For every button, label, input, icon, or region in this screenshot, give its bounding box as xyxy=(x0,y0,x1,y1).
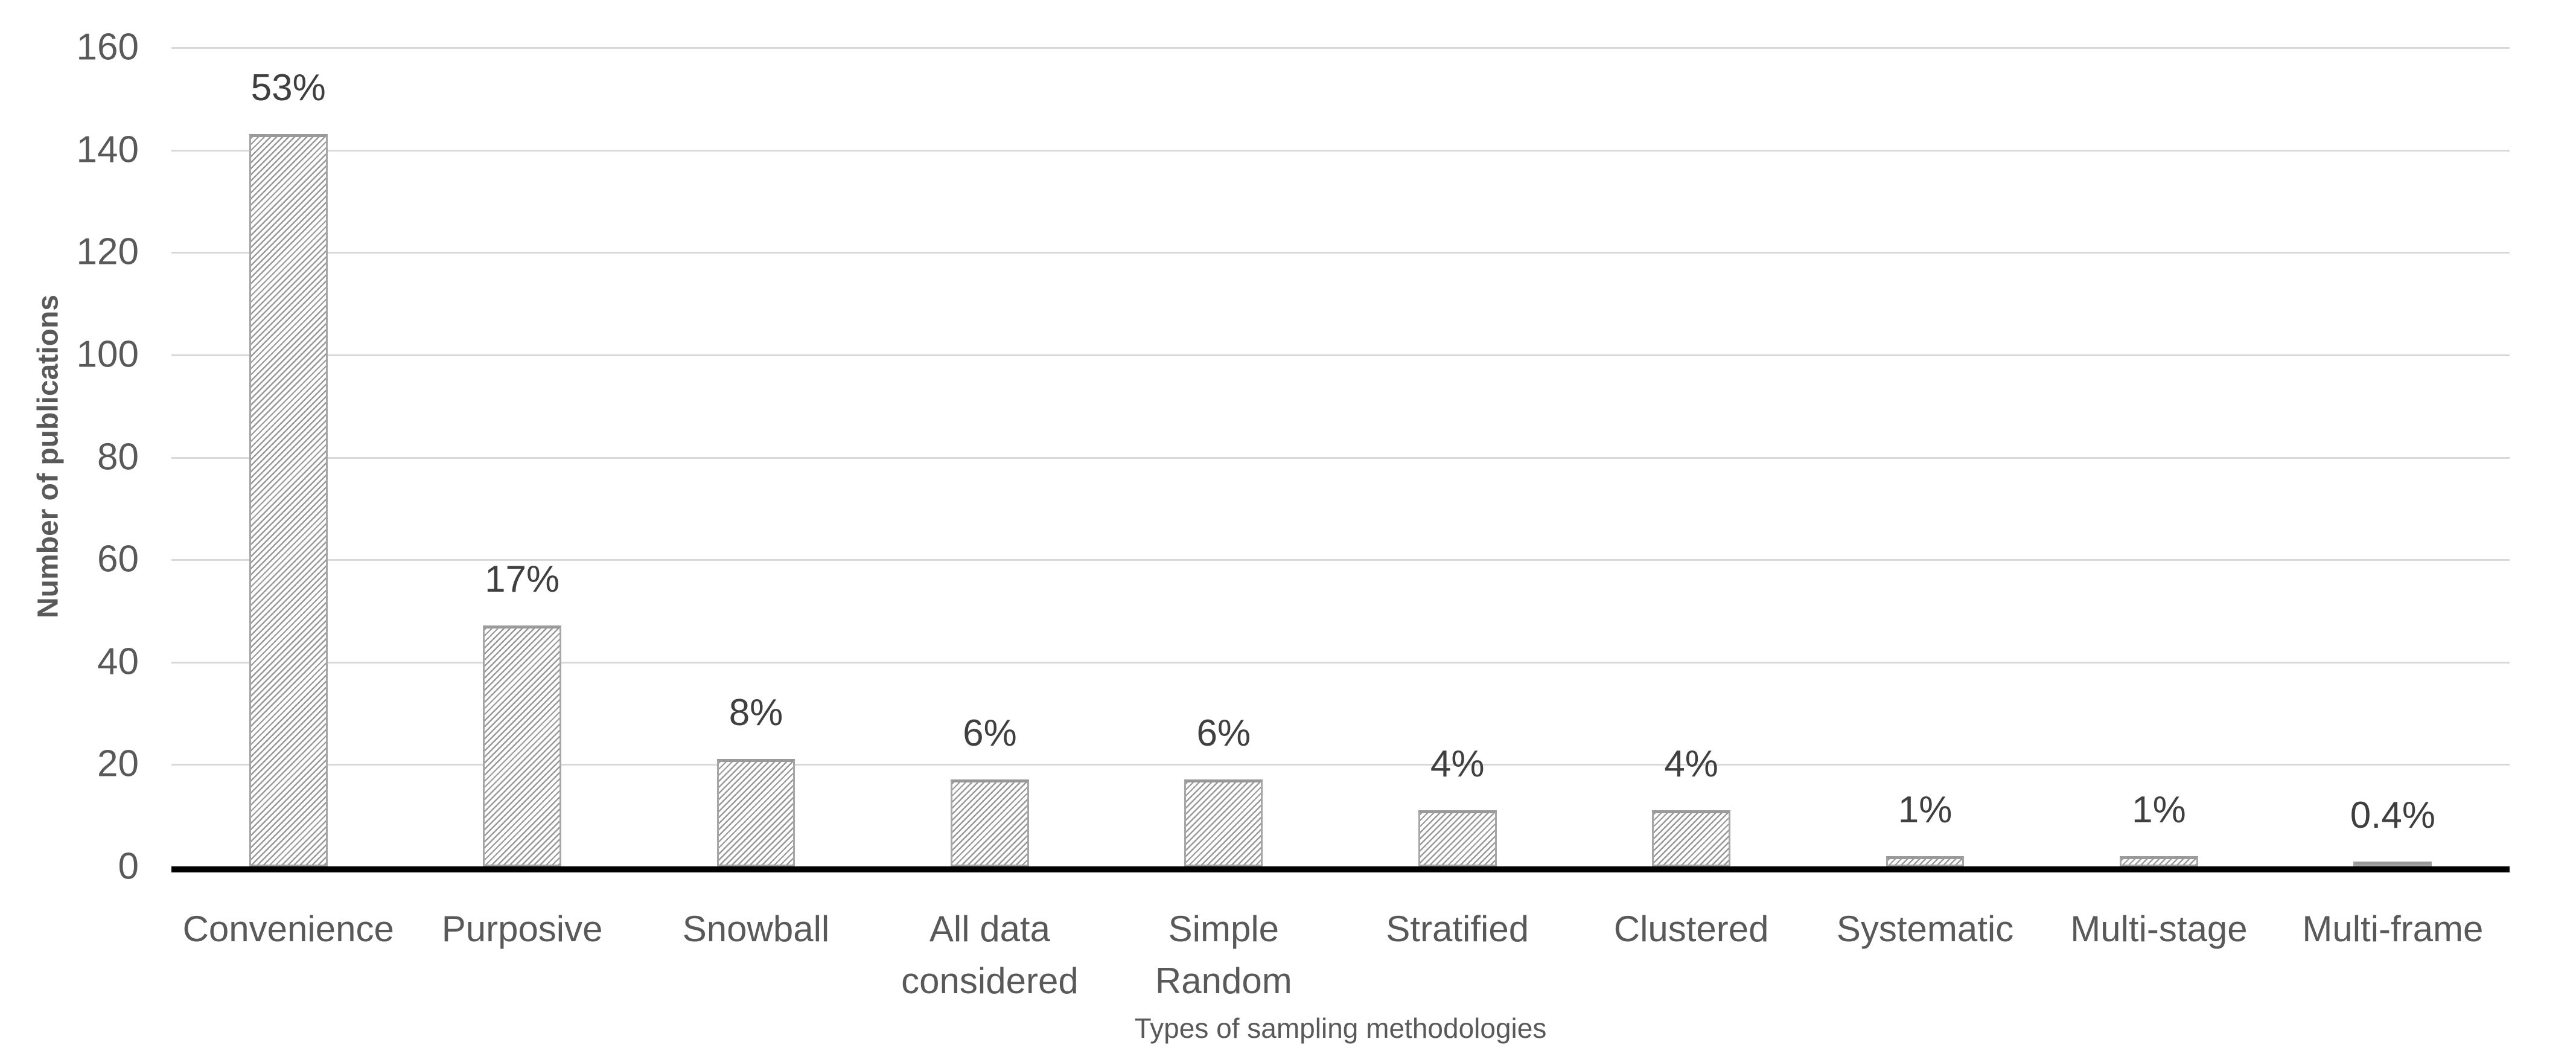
category-label: All data considered xyxy=(901,909,1079,1001)
bar-multi-stage xyxy=(2120,856,2198,866)
y-tick-label: 40 xyxy=(97,641,139,683)
bar-group: 4% xyxy=(1341,47,1574,866)
bar-value-label: 1% xyxy=(1898,789,1953,831)
bar-value-label: 8% xyxy=(728,691,783,734)
bar-value-label: 17% xyxy=(485,558,560,601)
bar-group: 53% xyxy=(171,47,405,866)
category-label: Convenience xyxy=(182,909,394,949)
bar-value-label: 6% xyxy=(963,712,1017,754)
gridline xyxy=(171,764,2510,766)
gridline xyxy=(171,149,2510,152)
category-label: Stratified xyxy=(1386,909,1529,949)
category-label: Systematic xyxy=(1836,909,2014,949)
bar-group: 6% xyxy=(873,47,1106,866)
plot-area: 53% 17% 8% 6% 6% 4% 4% 1% 1% 0.4% xyxy=(171,47,2510,872)
bar-snowball xyxy=(716,758,795,866)
y-tick-label: 160 xyxy=(76,26,139,68)
category-label: Snowball xyxy=(682,909,830,949)
bar-convenience xyxy=(249,134,328,866)
bar-value-label: 0.4% xyxy=(2350,794,2436,836)
gridline xyxy=(171,456,2510,459)
gridline xyxy=(171,559,2510,561)
bar-simple-random xyxy=(1184,779,1263,866)
gridline xyxy=(171,252,2510,254)
bar-clustered xyxy=(1652,810,1731,866)
bar-value-label: 53% xyxy=(250,67,326,109)
bar-group: 17% xyxy=(405,47,639,866)
category-label: Simple Random xyxy=(1155,909,1292,1001)
bar-value-label: 1% xyxy=(2132,789,2186,831)
y-tick-label: 100 xyxy=(76,333,139,376)
category-label: Purposive xyxy=(441,909,603,949)
bar-value-label: 6% xyxy=(1196,712,1251,754)
x-axis-line xyxy=(171,866,2510,872)
category-label: Multi-stage xyxy=(2070,909,2248,949)
bar-group: 1% xyxy=(1808,47,2042,866)
x-axis-category-labels: Convenience Purposive Snowball All data con… xyxy=(171,903,2510,1007)
y-tick-label: 0 xyxy=(118,845,139,888)
bar-multi-frame xyxy=(2353,861,2432,866)
y-tick-label: 140 xyxy=(76,129,139,171)
y-tick-label: 60 xyxy=(97,538,139,580)
bar-stratified xyxy=(1418,810,1497,866)
category-label: Multi-frame xyxy=(2302,909,2484,949)
y-tick-label: 80 xyxy=(97,436,139,478)
x-axis-title: Types of sampling methodologies xyxy=(1134,1012,1547,1044)
bar-group: 8% xyxy=(639,47,873,866)
gridline xyxy=(171,354,2510,356)
bar-all-data-considered xyxy=(951,779,1029,866)
y-axis-tick-labels: 0 20 40 60 80 100 120 140 160 xyxy=(0,27,139,888)
y-tick-label: 20 xyxy=(97,743,139,785)
bar-systematic xyxy=(1886,856,1965,866)
gridline xyxy=(171,47,2510,49)
gridline xyxy=(171,661,2510,664)
y-tick-label: 120 xyxy=(76,231,139,273)
bar-group: 6% xyxy=(1107,47,1341,866)
bar-value-label: 4% xyxy=(1664,743,1718,785)
category-label: Clustered xyxy=(1613,909,1769,949)
bar-group: 1% xyxy=(2042,47,2275,866)
bar-purposive xyxy=(483,625,561,866)
bar-value-label: 4% xyxy=(1430,743,1485,785)
bar-group: 4% xyxy=(1574,47,1808,866)
bar-series: 53% 17% 8% 6% 6% 4% 4% 1% 1% 0.4% xyxy=(171,47,2510,866)
bar-group: 0.4% xyxy=(2276,47,2510,866)
